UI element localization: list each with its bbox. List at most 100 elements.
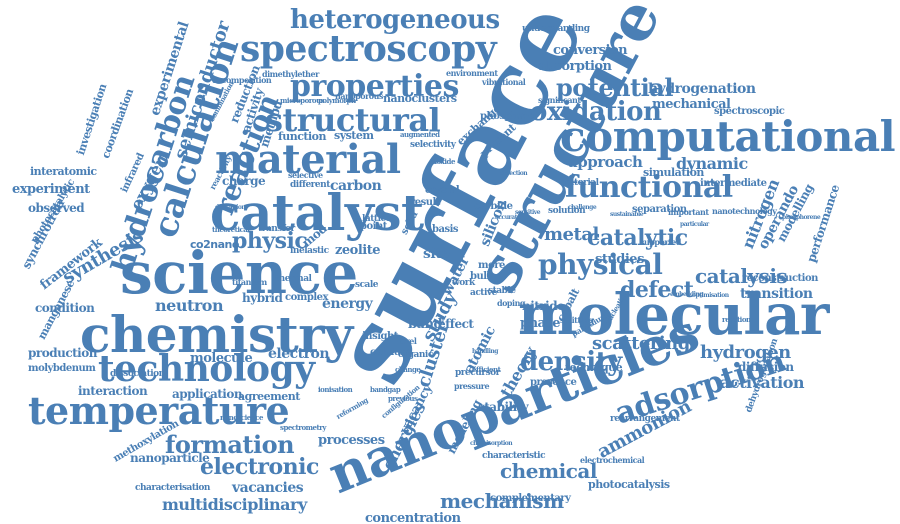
cloud-word: energy [322,297,372,311]
cloud-word: work [452,279,475,288]
cloud-word: studies [595,253,644,266]
cloud-word: system [334,130,374,141]
cloud-word: production [28,347,97,359]
cloud-word: embedding [670,292,703,298]
cloud-word: carbon [330,179,381,193]
cloud-word: sustainable [610,212,643,218]
cloud-word: polymorph [318,97,356,104]
cloud-word: intermediate [700,179,767,189]
cloud-word: approach [568,155,642,170]
cloud-word: organic [398,351,433,360]
cloud-word: charge [222,175,265,187]
cloud-word: dioxide [430,158,455,165]
cloud-word: level [398,337,416,345]
cloud-word: supported [640,238,681,246]
cloud-word: experiment [12,183,90,196]
cloud-word: molecule [190,352,252,365]
cloud-word: effect [438,318,473,330]
cloud-word: spectrometry [280,424,326,431]
cloud-word: detection [500,171,527,177]
cloud-word: vibrational [482,78,525,86]
cloud-word: nanoparticle [130,452,209,464]
cloud-word: particular [680,222,709,228]
cloud-word: titanium [232,278,267,286]
cloud-word: characteristic [482,452,545,461]
cloud-word: thermal [275,275,311,284]
cloud-word: neutron [155,298,223,314]
cloud-word: electronic [200,456,319,478]
cloud-word: sensitive [515,210,540,216]
cloud-word: change [395,366,420,373]
cloud-word: function [278,131,326,142]
cloud-word: scale [355,281,378,290]
cloud-word: application [172,388,242,400]
cloud-word: stability [478,401,528,413]
cloud-word: complex [285,293,328,303]
cloud-word: carbide [474,202,512,212]
cloud-word: result [410,198,440,208]
cloud-word: diffraction [215,205,245,211]
cloud-word: doping [497,299,525,307]
cloud-word: processes [318,434,385,447]
cloud-word: site [423,247,450,261]
cloud-word: augmented [400,131,440,138]
cloud-word: significant [538,96,581,104]
cloud-word: phosphorene [782,215,820,221]
cloud-word: theoretical [212,226,249,233]
cloud-word: environment [446,69,498,77]
cloud-word: transition [740,287,813,301]
cloud-word: conversion [553,44,627,57]
cloud-word: electron [268,347,329,361]
cloud-word: electrochemical [580,456,644,464]
cloud-word: band [408,318,442,331]
cloud-word: stable [488,287,516,296]
cloud-word: spectroscopic [714,107,784,117]
cloud-word: crystal [425,186,459,196]
cloud-word: ionisation [318,386,352,393]
cloud-word: lattice [362,215,391,224]
cloud-word: metal [544,226,599,244]
cloud-word: dimethylether [262,70,319,78]
cloud-word: pressure [454,382,489,390]
cloud-word: hydrogenation [648,82,756,96]
cloud-word: reforming [335,397,369,421]
cloud-word: interatomic [30,166,97,177]
cloud-word: selectivity [410,141,456,150]
cloud-word: complementary [490,494,570,504]
cloud-word: technique [565,362,622,373]
cloud-word: challenge [568,205,596,211]
cloud-word: agreement [238,391,300,402]
cloud-word: insight [362,332,398,342]
cloud-word: nanotechnology [712,207,776,215]
cloud-word: more [478,261,505,271]
cloud-word: interaction [78,385,147,397]
cloud-word: zeolite [335,244,380,257]
cloud-word: handling [472,349,498,355]
cloud-word: spectroscopy [240,31,496,67]
cloud-word: reaction [722,316,751,323]
cloud-word: co2nano [190,239,239,250]
cloud-word: hybrid [242,292,282,304]
cloud-word: absorption [538,60,612,73]
cloud-word: scattering [592,335,690,353]
cloud-word: phase [520,317,560,330]
cloud-word: nanoscience [220,414,263,421]
cloud-word: chemisorption [470,441,512,447]
cloud-word: transfer [258,225,295,234]
cloud-word: concentration [365,512,461,524]
cloud-word: characterisation [135,484,210,493]
cloud-word: basis [432,225,458,235]
cloud-word: precursor [455,369,500,378]
cloud-word: understanding [522,25,590,34]
cloud-word: presence [530,378,576,388]
cloud-word: dissociation [110,370,165,379]
cloud-word: heterogeneous [290,7,500,33]
cloud-word: editorial [560,179,599,188]
cloud-word: molybdenum [28,364,95,374]
cloud-word: simulation [643,167,704,178]
cloud-word: vacancies [232,481,303,495]
cloud-word: selective [288,171,323,179]
cloud-word: different [290,181,330,190]
cloud-word: photocatalysis [588,479,670,490]
